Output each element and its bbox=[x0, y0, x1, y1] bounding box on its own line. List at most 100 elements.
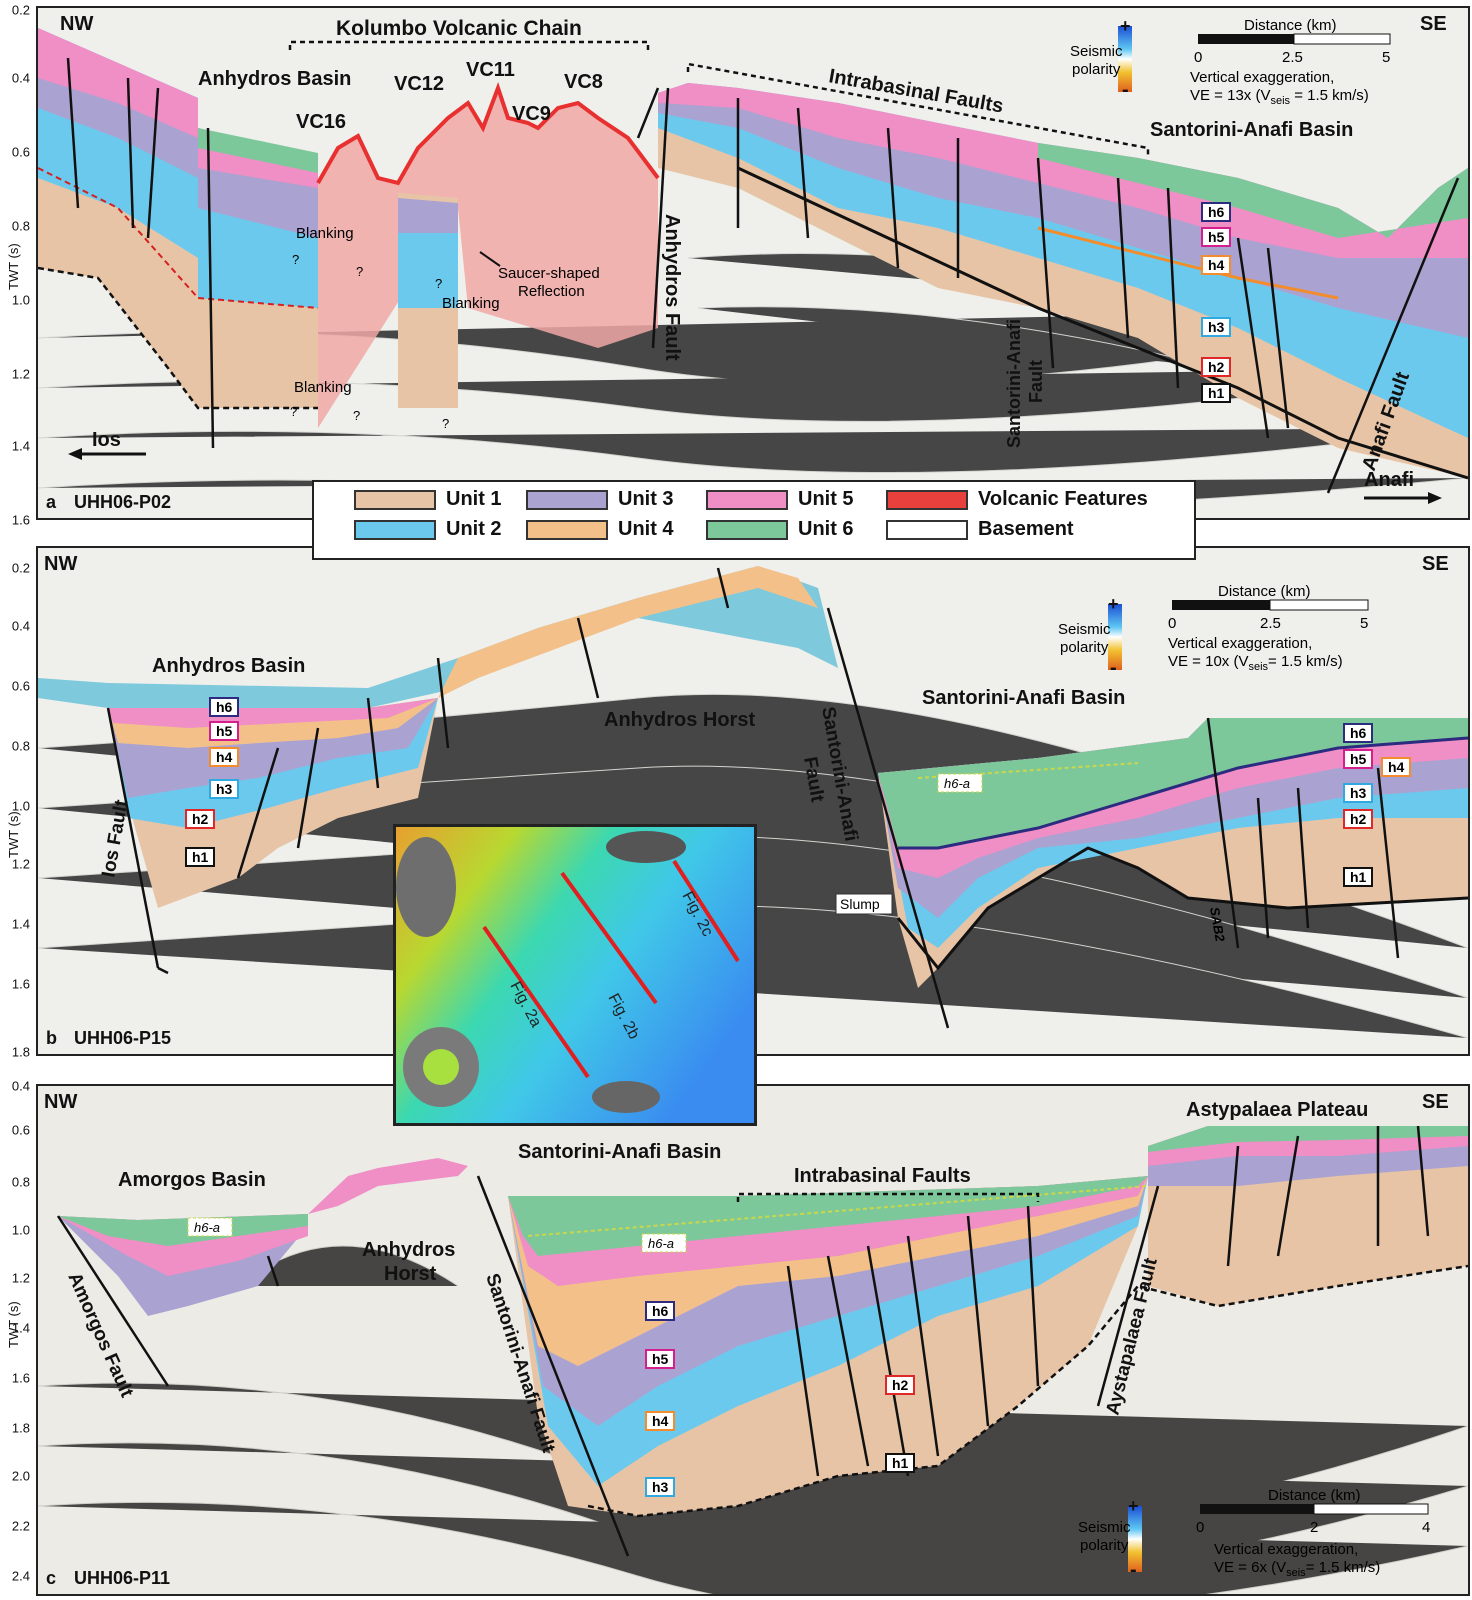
horizon-h1: h1 bbox=[892, 1455, 909, 1471]
anafi-label: Anafi bbox=[1364, 469, 1414, 491]
ve-value: VE = 6x (Vseis= 1.5 km/s) bbox=[1214, 1559, 1380, 1579]
tick-label: 1.4 bbox=[11, 916, 30, 932]
distance-tick: 4 bbox=[1422, 1519, 1430, 1536]
ve-label: Vertical exaggeration, bbox=[1214, 1541, 1358, 1558]
question-mark: ? bbox=[292, 252, 299, 267]
horizon-h1: h1 bbox=[1350, 869, 1367, 885]
tick-label: 2.0 bbox=[11, 1468, 30, 1484]
line-id: UHH06-P11 bbox=[74, 1568, 170, 1588]
anhydros-horst-label: Anhydros bbox=[362, 1239, 455, 1261]
panel-c-time-axis: 0.4 0.6 0.8 1.0 1.2 1.4 1.6 1.8 2.0 2.2 … bbox=[0, 0, 34, 1600]
se-label: SE bbox=[1422, 1091, 1449, 1113]
tick-label: 0.8 bbox=[11, 1174, 30, 1190]
sab2-label: SAB2 bbox=[1207, 906, 1228, 944]
horizon-h4: h4 bbox=[216, 749, 233, 765]
horizon-h3: h3 bbox=[216, 781, 233, 797]
polarity-label-2: polarity bbox=[1060, 639, 1109, 656]
h6a-label: h6-a bbox=[194, 1220, 220, 1235]
tick-label: 0.4 bbox=[11, 1078, 30, 1094]
ios-label: Ios bbox=[92, 429, 121, 451]
distance-title: Distance (km) bbox=[1244, 17, 1337, 34]
santorini-anafi-basin-label: Santorini-Anafi Basin bbox=[922, 687, 1125, 709]
panel-c-axis-title: TWT (s) bbox=[6, 1301, 21, 1348]
horizon-h5: h5 bbox=[1208, 229, 1225, 245]
intrabasinal-faults-label: Intrabasinal Faults bbox=[794, 1165, 971, 1187]
distance-title: Distance (km) bbox=[1218, 583, 1311, 600]
polarity-label: Seismic bbox=[1070, 43, 1123, 60]
kolumbo-chain-label: Kolumbo Volcanic Chain bbox=[336, 17, 582, 40]
saucer-label: Saucer-shaped bbox=[498, 265, 600, 282]
polarity-plus: + bbox=[1128, 1496, 1139, 1516]
question-mark: ? bbox=[442, 416, 449, 431]
panel-b-time-axis: 0.2 0.4 0.6 0.8 1.0 1.2 1.4 1.6 1.8 bbox=[0, 0, 34, 1060]
santorini-anafi-basin-label: Santorini-Anafi Basin bbox=[518, 1141, 721, 1163]
blanking-label: Blanking bbox=[294, 379, 352, 396]
legend-unit-4: Unit 4 bbox=[526, 518, 674, 541]
tick-label: 0.4 bbox=[11, 618, 30, 634]
vc8-label: VC8 bbox=[564, 71, 603, 93]
distance-tick: 0 bbox=[1194, 49, 1202, 66]
ve-value: VE = 10x (Vseis= 1.5 km/s) bbox=[1168, 653, 1343, 673]
panel-a-svg: NW SE Kolumbo Volcanic Chain Anhydros Ba… bbox=[38, 8, 1468, 518]
blanking-label: Blanking bbox=[296, 225, 354, 242]
tick-label: 2.4 bbox=[11, 1568, 30, 1584]
ve-label: Vertical exaggeration, bbox=[1168, 635, 1312, 652]
horizon-h2: h2 bbox=[1350, 811, 1367, 827]
legend-unit-1: Unit 1 bbox=[354, 488, 502, 511]
polarity-minus: - bbox=[1130, 1559, 1137, 1581]
panel-c-seismic-section: NW SE Amorgos Basin Anhydros Horst Santo… bbox=[36, 1084, 1470, 1596]
tick-label: 0.2 bbox=[11, 560, 30, 576]
horizon-h1: h1 bbox=[1208, 385, 1225, 401]
tick-label: 0.8 bbox=[11, 738, 30, 754]
question-mark: ? bbox=[435, 276, 442, 291]
anhydros-fault-label: Anhydros Fault bbox=[661, 214, 683, 361]
bathymetry-inset-map: Fig. 2a Fig. 2b Fig. 2c bbox=[393, 824, 757, 1126]
horizon-h5: h5 bbox=[1350, 751, 1367, 767]
distance-tick: 0 bbox=[1168, 615, 1176, 632]
tick-label: 2.2 bbox=[11, 1518, 30, 1534]
vc11-label: VC11 bbox=[466, 59, 515, 81]
se-label: SE bbox=[1422, 553, 1449, 575]
polarity-plus: + bbox=[1120, 16, 1131, 36]
distance-tick: 2 bbox=[1310, 1519, 1318, 1536]
panel-letter: a bbox=[46, 492, 57, 512]
legend-unit-5: Unit 5 bbox=[706, 488, 854, 511]
panel-a-time-axis: 0.2 0.4 0.6 0.8 1.0 1.2 1.4 1.6 bbox=[0, 0, 34, 530]
tick-label: 1.4 bbox=[11, 1320, 30, 1336]
distance-tick: 5 bbox=[1360, 615, 1368, 632]
panel-letter: b bbox=[46, 1028, 57, 1048]
horizon-h3: h3 bbox=[1208, 319, 1225, 335]
se-label: SE bbox=[1420, 13, 1447, 35]
line-id: UHH06-P02 bbox=[74, 492, 171, 512]
distance-tick: 2.5 bbox=[1282, 49, 1303, 66]
tick-label: 0.4 bbox=[11, 70, 30, 86]
nw-label: NW bbox=[44, 553, 77, 575]
tick-label: 0.6 bbox=[11, 1122, 30, 1138]
h6a-label: h6-a bbox=[648, 1236, 674, 1251]
horizon-h2: h2 bbox=[192, 811, 209, 827]
anhydros-horst-label-2: Horst bbox=[384, 1263, 437, 1285]
santorini-anafi-fault-label-2: Fault bbox=[1026, 360, 1046, 403]
legend-basement: Basement bbox=[886, 518, 1074, 541]
anhydros-basin-label: Anhydros Basin bbox=[152, 655, 305, 677]
ve-label: Vertical exaggeration, bbox=[1190, 69, 1334, 86]
tick-label: 1.0 bbox=[11, 1222, 30, 1238]
horizon-h5: h5 bbox=[652, 1351, 669, 1367]
panel-a-seismic-section: NW SE Kolumbo Volcanic Chain Anhydros Ba… bbox=[36, 6, 1470, 520]
horizon-h4: h4 bbox=[652, 1413, 669, 1429]
slump-label: Slump bbox=[840, 896, 880, 912]
amorgos-basin-label: Amorgos Basin bbox=[118, 1169, 266, 1191]
tick-label: 1.0 bbox=[11, 292, 30, 308]
ve-value: VE = 13x (Vseis = 1.5 km/s) bbox=[1190, 87, 1369, 107]
horizon-h6: h6 bbox=[1208, 204, 1225, 220]
h6a-label: h6-a bbox=[944, 776, 970, 791]
blanking-label: Blanking bbox=[442, 295, 500, 312]
horizon-h6: h6 bbox=[1350, 725, 1367, 741]
tick-label: 0.6 bbox=[11, 678, 30, 694]
horizon-h3: h3 bbox=[652, 1479, 669, 1495]
anhydros-basin-label: Anhydros Basin bbox=[198, 68, 351, 90]
panel-c-svg: NW SE Amorgos Basin Anhydros Horst Santo… bbox=[38, 1086, 1468, 1594]
tick-label: 1.2 bbox=[11, 856, 30, 872]
tick-label: 0.2 bbox=[11, 2, 30, 18]
horizon-h2: h2 bbox=[1208, 359, 1225, 375]
